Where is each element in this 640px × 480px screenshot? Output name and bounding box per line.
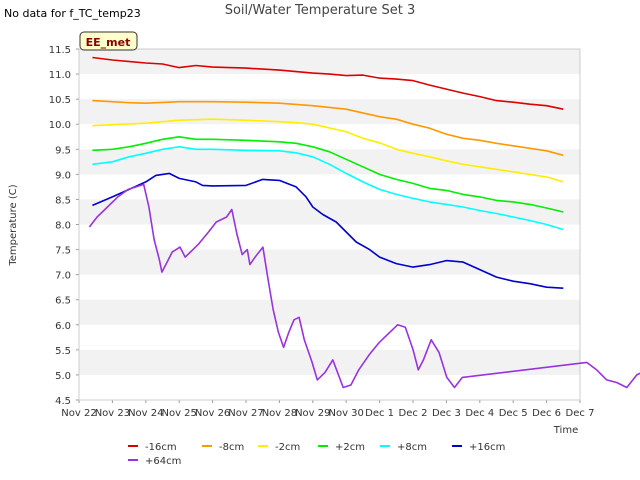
y-tick-label: 5.5 [55,346,71,357]
x-tick-label: Dec 7 [566,408,595,419]
y-tick-label: 8.5 [55,195,71,206]
legend-label: -16cm [145,442,177,453]
y-tick-label: 5.0 [55,371,71,382]
legend-label: +64cm [145,456,181,467]
x-tick-label: Nov 24 [128,408,163,419]
y-tick-label: 11.0 [49,70,71,81]
grid-band [79,299,580,325]
grid-band [79,99,580,125]
x-tick-label: Dec 6 [532,408,561,419]
y-axis-label: Temperature (C) [8,184,19,266]
no-data-note: No data for f_TC_temp23 [4,7,141,20]
x-tick-label: Nov 28 [262,408,297,419]
legend-label: +2cm [335,442,365,453]
x-tick-label: Nov 29 [295,408,330,419]
x-tick-label: Dec 4 [465,408,494,419]
x-tick-label: Dec 1 [365,408,394,419]
y-tick-label: 9.5 [55,145,71,156]
x-tick-label: Dec 5 [499,408,528,419]
series-line-2cm [92,118,564,183]
legend-label: +8cm [397,442,427,453]
x-tick-label: Nov 23 [95,408,130,419]
series-line-8cm [92,146,564,231]
legend-label: -2cm [275,442,300,453]
x-axis-label: Time [553,425,578,436]
y-tick-label: 6.0 [55,321,71,332]
y-tick-label: 10.0 [49,120,71,131]
y-tick-label: 10.5 [49,95,71,106]
grid-band [79,199,580,225]
legend-label: +16cm [469,442,505,453]
grid-band [79,49,580,75]
x-tick-label: Nov 27 [228,408,263,419]
annotation-badge: EE_met [79,31,138,51]
plot-frame [78,48,581,401]
grid-band [79,249,580,275]
y-tick-label: 7.5 [55,246,71,257]
y-tick-label: 8.0 [55,221,71,232]
x-tick-label: Nov 30 [328,408,363,419]
y-tick-label: 4.5 [55,396,71,407]
series-line-8cm [92,99,564,157]
y-tick-label: 7.0 [55,271,71,282]
annotation-text: EE_met [86,36,131,49]
grid-band [79,149,580,175]
x-tick-label: Dec 3 [432,408,461,419]
x-tick-label: Nov 25 [161,408,196,419]
x-tick-label: Nov 22 [61,408,96,419]
legend-label: -8cm [219,442,244,453]
grid-band [79,349,580,375]
chart-title: Soil/Water Temperature Set 3 [224,3,416,18]
series-line-16cm [92,172,564,289]
y-tick-label: 11.5 [49,45,71,56]
series-line-2cm [92,136,564,213]
series-line-64cm [88,183,640,389]
y-tick-label: 9.0 [55,170,71,181]
x-tick-label: Nov 26 [195,408,230,419]
x-tick-label: Dec 2 [399,408,428,419]
series-line-16cm [92,56,564,110]
y-tick-label: 6.5 [55,296,71,307]
